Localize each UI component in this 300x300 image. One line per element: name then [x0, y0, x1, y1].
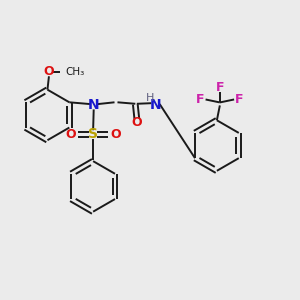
Text: O: O [111, 128, 121, 141]
Text: H: H [146, 93, 154, 103]
Text: N: N [88, 98, 100, 112]
Text: F: F [235, 93, 243, 106]
Text: S: S [88, 128, 98, 141]
Text: F: F [216, 81, 224, 94]
Text: F: F [196, 93, 205, 106]
Text: O: O [65, 128, 76, 141]
Text: O: O [44, 65, 54, 78]
Text: N: N [150, 98, 161, 112]
Text: O: O [131, 116, 142, 129]
Text: CH₃: CH₃ [65, 67, 85, 77]
